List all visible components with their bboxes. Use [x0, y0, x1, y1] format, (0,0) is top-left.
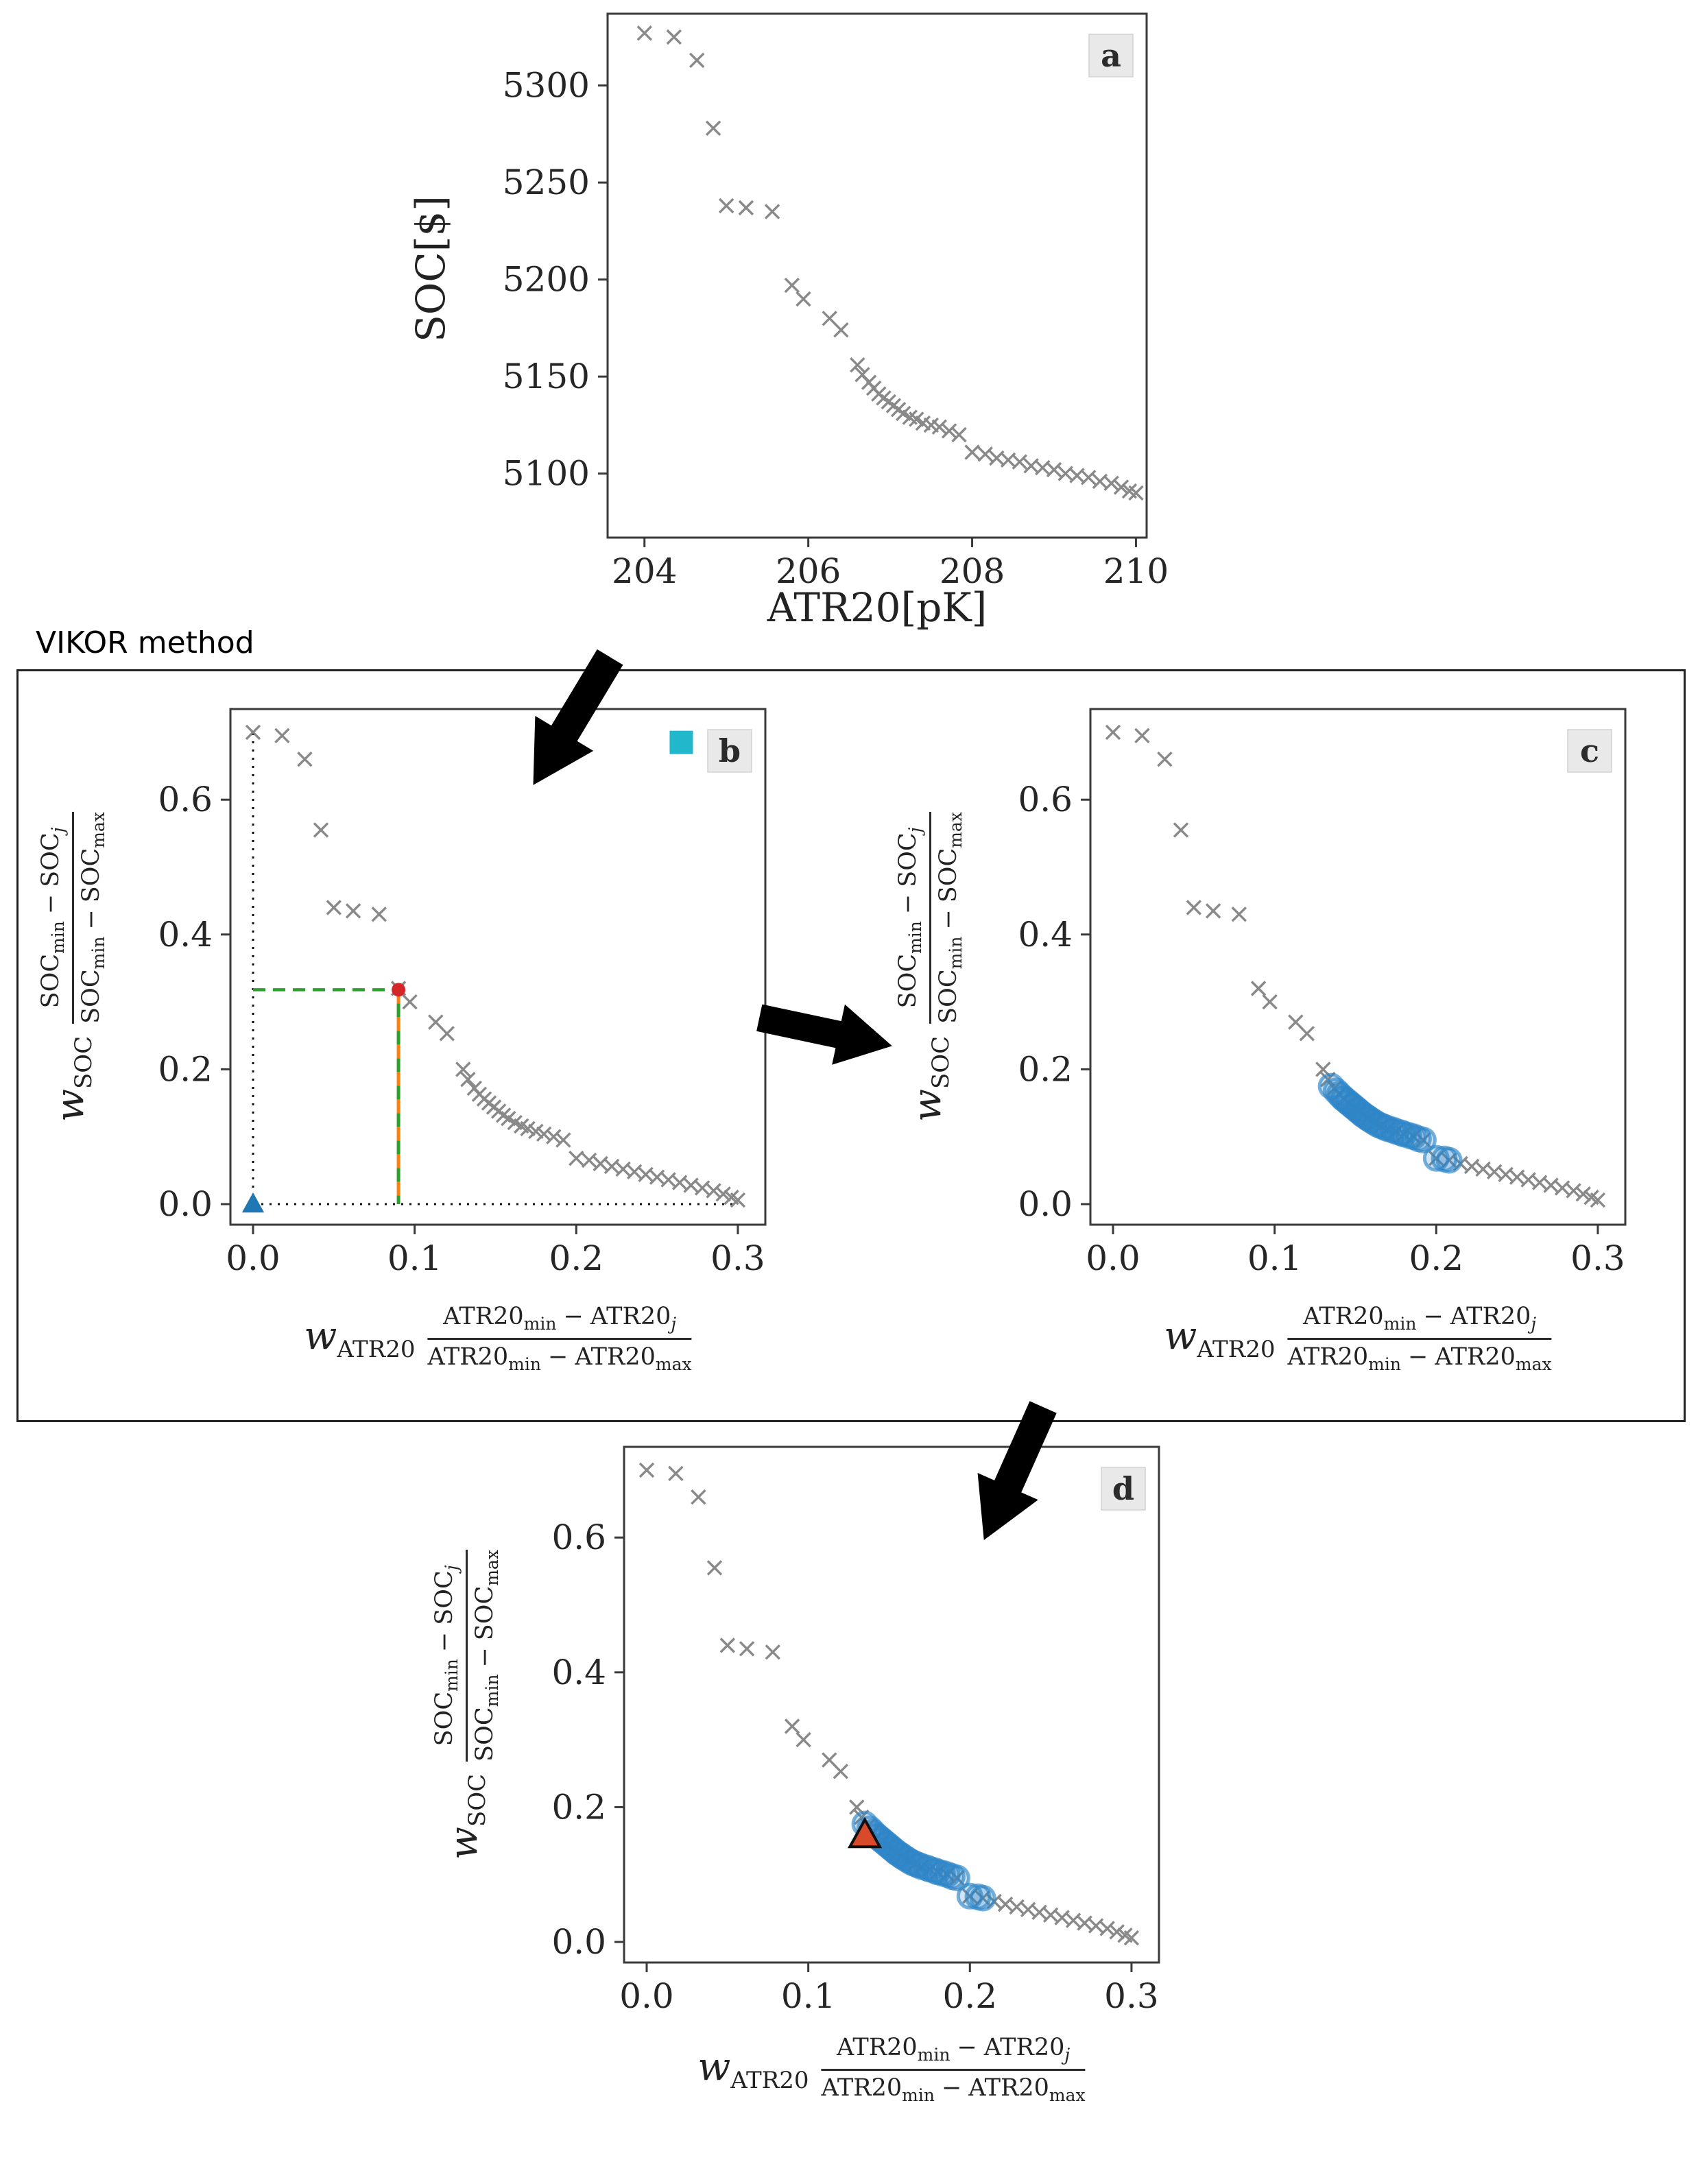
panel-d-plot: 0.0 0.1 0.2 0.3 0.0 0.2 0.4 0.6 d [521, 1430, 1182, 2038]
svg-text:208: 208 [940, 551, 1005, 591]
panel-b-xlabel: wATR20 ATR20min − ATR20j ATR20min − ATR20max [304, 1303, 692, 1374]
weight-symbol: wSOC [441, 1773, 492, 1860]
svg-text:206: 206 [776, 551, 841, 591]
panel-c-ylabel: wSOC SOCmin−SOCj SOCmin−SOCmax [894, 812, 966, 1122]
fraction-numerator: ATR20min − ATR20j [427, 1303, 692, 1340]
svg-text:210: 210 [1103, 551, 1169, 591]
vikor-method-box [16, 669, 1686, 1422]
arrow-a-to-b-icon [533, 649, 623, 785]
panel-a-xlabel: ATR20[pK] [767, 584, 988, 631]
fraction-numerator: SOCmin−SOCj [37, 812, 74, 1024]
svg-text:d: d [1112, 1470, 1134, 1507]
svg-text:5100: 5100 [503, 454, 590, 494]
svg-text:0.2: 0.2 [1018, 1049, 1073, 1089]
panel-d-xlabel: wATR20 ATR20min − ATR20j ATR20min − ATR20max [697, 2034, 1086, 2105]
svg-text:0.0: 0.0 [158, 1184, 213, 1224]
svg-text:0.4: 0.4 [158, 915, 213, 955]
svg-text:0.2: 0.2 [158, 1049, 213, 1089]
svg-text:c: c [1580, 732, 1599, 769]
weight-symbol: wSOC [47, 1035, 98, 1122]
panel-b-ylabel: wSOC SOCmin−SOCj SOCmin−SOCmax [37, 812, 108, 1122]
fraction-numerator: SOCmin−SOCj [894, 812, 931, 1024]
fraction-denominator: ATR20min − ATR20max [1287, 1343, 1552, 1374]
vikor-method-label: VIKOR method [36, 625, 254, 660]
fraction-denominator: SOCmin−SOCmax [934, 812, 966, 1024]
panel-b-plot: 0.0 0.1 0.2 0.3 0.0 0.2 0.4 0.6 b [128, 693, 789, 1300]
svg-text:0.6: 0.6 [158, 780, 213, 819]
svg-text:0.0: 0.0 [226, 1238, 280, 1278]
weight-symbol: wATR20 [1164, 1313, 1276, 1364]
svg-text:5300: 5300 [503, 66, 590, 106]
panel-d-ylabel: wSOC SOCmin−SOCj SOCmin−SOCmax [431, 1550, 502, 1860]
svg-text:0.2: 0.2 [549, 1238, 604, 1278]
svg-text:0.4: 0.4 [551, 1653, 606, 1692]
normalization-fraction: ATR20min − ATR20j ATR20min − ATR20max [1287, 1303, 1552, 1374]
panel-c-xlabel: wATR20 ATR20min − ATR20j ATR20min − ATR20max [1164, 1303, 1552, 1374]
normalization-fraction: ATR20min − ATR20j ATR20min − ATR20max [821, 2034, 1086, 2105]
fraction-denominator: SOCmin−SOCmax [77, 812, 108, 1024]
svg-text:b: b [719, 732, 741, 769]
svg-text:5150: 5150 [503, 357, 590, 396]
svg-text:0.0: 0.0 [551, 1922, 606, 1962]
normalization-fraction: SOCmin−SOCj SOCmin−SOCmax [894, 812, 966, 1024]
svg-text:0.0: 0.0 [1086, 1238, 1140, 1278]
fraction-denominator: ATR20min − ATR20max [821, 2074, 1086, 2105]
panel-a-plot: 204 206 208 210 5100 5150 5200 5250 5300 a [457, 0, 1178, 613]
svg-text:204: 204 [612, 551, 677, 591]
svg-text:0.4: 0.4 [1018, 915, 1073, 955]
svg-text:0.1: 0.1 [781, 1976, 836, 2016]
weight-symbol: wATR20 [697, 2044, 809, 2095]
normalization-fraction: SOCmin−SOCj SOCmin−SOCmax [37, 812, 108, 1024]
normalization-fraction: SOCmin−SOCj SOCmin−SOCmax [431, 1550, 502, 1762]
svg-text:0.3: 0.3 [1104, 1976, 1159, 2016]
svg-text:0.1: 0.1 [387, 1238, 442, 1278]
panel-c-plot: 0.0 0.1 0.2 0.3 0.0 0.2 0.4 0.6 c [988, 693, 1649, 1300]
svg-text:0.6: 0.6 [1018, 780, 1073, 819]
svg-text:0.3: 0.3 [1570, 1238, 1625, 1278]
fraction-denominator: ATR20min − ATR20max [427, 1343, 692, 1374]
arrow-box-to-d-icon [977, 1401, 1057, 1541]
fraction-numerator: SOCmin−SOCj [431, 1550, 468, 1762]
svg-text:0.2: 0.2 [551, 1787, 606, 1827]
fraction-denominator: SOCmin−SOCmax [470, 1550, 502, 1762]
svg-text:0.3: 0.3 [710, 1238, 765, 1278]
svg-text:0.2: 0.2 [943, 1976, 998, 2016]
svg-text:0.6: 0.6 [551, 1517, 606, 1557]
svg-text:a: a [1101, 37, 1121, 74]
svg-text:0.0: 0.0 [619, 1976, 674, 2016]
svg-text:0.0: 0.0 [1018, 1184, 1073, 1224]
normalization-fraction: ATR20min − ATR20j ATR20min − ATR20max [427, 1303, 692, 1374]
fraction-numerator: ATR20min − ATR20j [821, 2034, 1086, 2071]
arrow-b-to-c-icon [756, 1004, 892, 1065]
weight-symbol: wSOC [905, 1035, 955, 1122]
fraction-numerator: ATR20min − ATR20j [1287, 1303, 1552, 1340]
svg-text:5250: 5250 [503, 163, 590, 202]
svg-text:5200: 5200 [503, 260, 590, 300]
svg-text:0.1: 0.1 [1247, 1238, 1302, 1278]
weight-symbol: wATR20 [304, 1313, 416, 1364]
svg-text:0.2: 0.2 [1409, 1238, 1464, 1278]
panel-a-ylabel: SOC[$] [407, 195, 454, 342]
